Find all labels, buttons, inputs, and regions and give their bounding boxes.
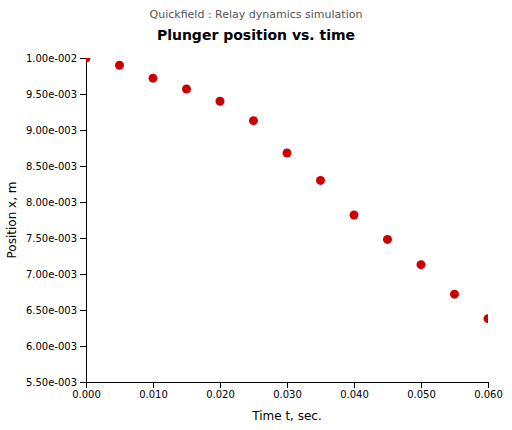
y-axis: 5.50e-003 6.00e-003 6.50e-003 7.00e-003 7.50…: [26, 53, 87, 388]
y-tick-label: 7.50e-003: [26, 233, 77, 244]
y-tick-label: 8.00e-003: [26, 197, 77, 208]
x-tick-mark: [220, 382, 221, 388]
x-axis-line: [87, 383, 489, 389]
point: [216, 97, 225, 106]
x-tick-mark: [287, 382, 288, 388]
chart: Quickfield : Relay dynamics simulation Pl…: [0, 0, 512, 430]
y-tick-label: 9.50e-003: [26, 89, 77, 100]
y-tick: 8.50e-003: [26, 161, 86, 172]
x-tick: 0.020: [206, 382, 235, 400]
x-tick: 0.060: [474, 382, 503, 400]
x-tick-mark: [421, 382, 422, 388]
point: [115, 61, 124, 70]
subtitle: Quickfield : Relay dynamics simulation: [150, 8, 363, 21]
x-tick: 0.050: [407, 382, 436, 400]
y-tick: 8.00e-003: [26, 197, 86, 208]
y-tick-mark: [80, 94, 86, 95]
y-tick-mark: [80, 346, 86, 347]
x-tick-label: 0.010: [139, 389, 168, 400]
x-tick-label: 0.030: [273, 389, 302, 400]
y-tick-label: 6.50e-003: [26, 305, 77, 316]
x-tick-label: 0.060: [474, 389, 503, 400]
y-tick: 7.00e-003: [26, 269, 86, 280]
x-axis-title: Time t, sec.: [251, 409, 322, 423]
x-axis: 0.000 0.010 0.020 0.030 0.040 0.050 0.060: [72, 382, 503, 400]
y-tick-mark: [80, 202, 86, 203]
points: [86, 58, 488, 323]
y-tick-label: 7.00e-003: [26, 269, 77, 280]
point: [316, 176, 325, 185]
y-tick-mark: [80, 130, 86, 131]
y-tick: 5.50e-003: [26, 377, 86, 388]
y-tick: 1.00e-002: [26, 53, 86, 64]
x-tick-mark: [354, 382, 355, 388]
point: [450, 290, 459, 299]
point: [283, 149, 292, 158]
y-tick: 6.50e-003: [26, 305, 86, 316]
plot-area: 0.000 0.010 0.020 0.030 0.040 0.050 0.060 5.50e…: [26, 53, 503, 400]
x-tick-label: 0.000: [72, 389, 101, 400]
x-tick-label: 0.050: [407, 389, 436, 400]
y-axis-line: [80, 59, 87, 383]
y-tick-label: 8.50e-003: [26, 161, 77, 172]
y-tick-label: 5.50e-003: [26, 377, 77, 388]
x-tick-label: 0.040: [340, 389, 369, 400]
x-tick: 0.040: [340, 382, 369, 400]
point: [149, 74, 158, 83]
y-tick: 9.00e-003: [26, 125, 86, 136]
point: [86, 58, 91, 63]
y-tick-mark: [80, 310, 86, 311]
point: [182, 84, 191, 93]
y-tick-mark: [80, 166, 86, 167]
y-tick-mark: [80, 382, 86, 383]
title: Plunger position vs. time: [157, 27, 355, 43]
y-tick-label: 9.00e-003: [26, 125, 77, 136]
x-tick-label: 0.020: [206, 389, 235, 400]
x-tick-mark: [153, 382, 154, 388]
y-axis-title: Position x, m: [5, 182, 19, 259]
point: [484, 314, 489, 323]
x-tick-mark: [488, 382, 489, 388]
y-tick: 9.50e-003: [26, 89, 86, 100]
y-tick-mark: [80, 274, 86, 275]
y-tick: 7.50e-003: [26, 233, 86, 244]
y-tick-label: 6.00e-003: [26, 341, 77, 352]
point: [417, 260, 426, 269]
y-tick-mark: [80, 58, 86, 59]
y-tick: 6.00e-003: [26, 341, 86, 352]
y-tick-label: 1.00e-002: [26, 53, 77, 64]
point: [249, 116, 258, 125]
point: [383, 235, 392, 244]
x-tick: 0.030: [273, 382, 302, 400]
y-tick-mark: [80, 238, 86, 239]
point: [350, 210, 359, 219]
x-tick: 0.010: [139, 382, 168, 400]
